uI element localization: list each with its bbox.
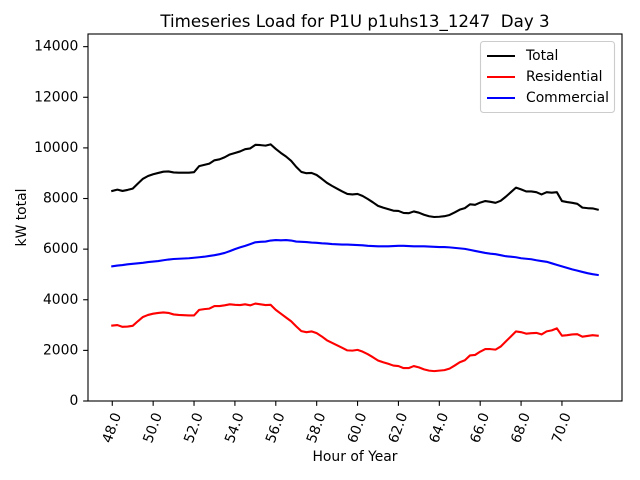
series-line-total: [110, 143, 600, 219]
y-tick-label: 0: [69, 393, 78, 409]
legend-frame: [479, 40, 616, 114]
legend-label-commercial: Commercial: [526, 90, 609, 106]
chart-title: Timeseries Load for P1U p1uhs13_1247 Day…: [159, 12, 549, 32]
y-axis-label: kW total: [14, 189, 30, 247]
legend: Total Residential Commercial: [479, 40, 616, 114]
y-tick-label: 8000: [43, 191, 78, 207]
y-tick-label: 12000: [34, 89, 78, 105]
y-tick-label: 14000: [34, 39, 78, 55]
plot-frame: [87, 33, 623, 402]
series-line-residential: [111, 302, 599, 373]
y-axis: 0 2000 4000 6000 8000 10000 12000 14000: [34, 39, 88, 409]
legend-label-residential: Residential: [526, 69, 602, 85]
y-tick-label: 2000: [43, 342, 78, 358]
y-tick-label: 6000: [43, 241, 78, 257]
legend-label-total: Total: [525, 48, 558, 64]
series-line-commercial: [111, 238, 599, 277]
y-tick-label: 4000: [43, 292, 78, 308]
series-layer: [110, 143, 600, 373]
x-axis-label: Hour of Year: [313, 449, 398, 465]
y-tick-label: 10000: [34, 140, 78, 156]
